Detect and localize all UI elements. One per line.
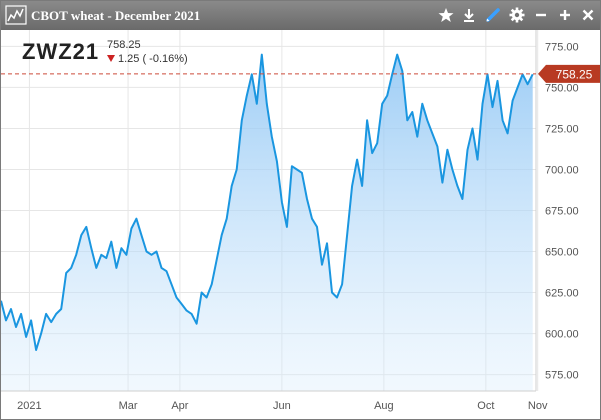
y-tick-label: 725.00 xyxy=(545,123,579,135)
x-tick-label: Apr xyxy=(171,400,188,412)
price-area xyxy=(1,54,533,391)
minimize-icon[interactable] xyxy=(532,6,550,24)
current-price-tag xyxy=(538,64,600,83)
last-price: 758.25 xyxy=(107,39,141,51)
current-price-label: 758.25 xyxy=(556,67,593,81)
chart-app-icon xyxy=(5,5,27,25)
price-chart[interactable]: 575.00 600.00 625.00 650.00 675.00 700.00 725.… xyxy=(1,30,600,419)
title-bar: CBOT wheat - December 2021 xyxy=(1,1,600,30)
y-tick-label: 575.00 xyxy=(545,370,579,382)
download-icon[interactable] xyxy=(460,6,478,24)
x-tick-label: Oct xyxy=(477,400,494,412)
price-change: 1.25 ( -0.16%) xyxy=(107,53,188,65)
x-tick-label: Mar xyxy=(119,400,138,412)
y-tick-label: 625.00 xyxy=(545,288,579,300)
y-tick-label: 675.00 xyxy=(545,206,579,218)
y-tick-label: 650.00 xyxy=(545,247,579,259)
star-icon[interactable] xyxy=(437,6,455,24)
x-tick-label: Aug xyxy=(374,400,394,412)
price-line xyxy=(1,53,534,351)
y-tick-label: 775.00 xyxy=(545,41,579,53)
contract-symbol: ZWZ21 xyxy=(22,39,100,64)
close-icon[interactable] xyxy=(579,6,597,24)
down-arrow-icon xyxy=(107,55,115,62)
x-tick-label: 2021 xyxy=(17,400,41,412)
gear-icon[interactable] xyxy=(508,6,526,24)
x-tick-label: Jun xyxy=(273,400,291,412)
price-change-value: 1.25 ( -0.16%) xyxy=(118,53,188,65)
window-title: CBOT wheat - December 2021 xyxy=(31,8,201,23)
y-tick-label: 600.00 xyxy=(545,329,579,341)
maximize-icon[interactable] xyxy=(556,6,574,24)
x-tick-label: Nov xyxy=(528,400,548,412)
y-tick-label: 750.00 xyxy=(545,82,579,94)
y-tick-label: 700.00 xyxy=(545,164,579,176)
pencil-icon[interactable] xyxy=(484,6,502,24)
